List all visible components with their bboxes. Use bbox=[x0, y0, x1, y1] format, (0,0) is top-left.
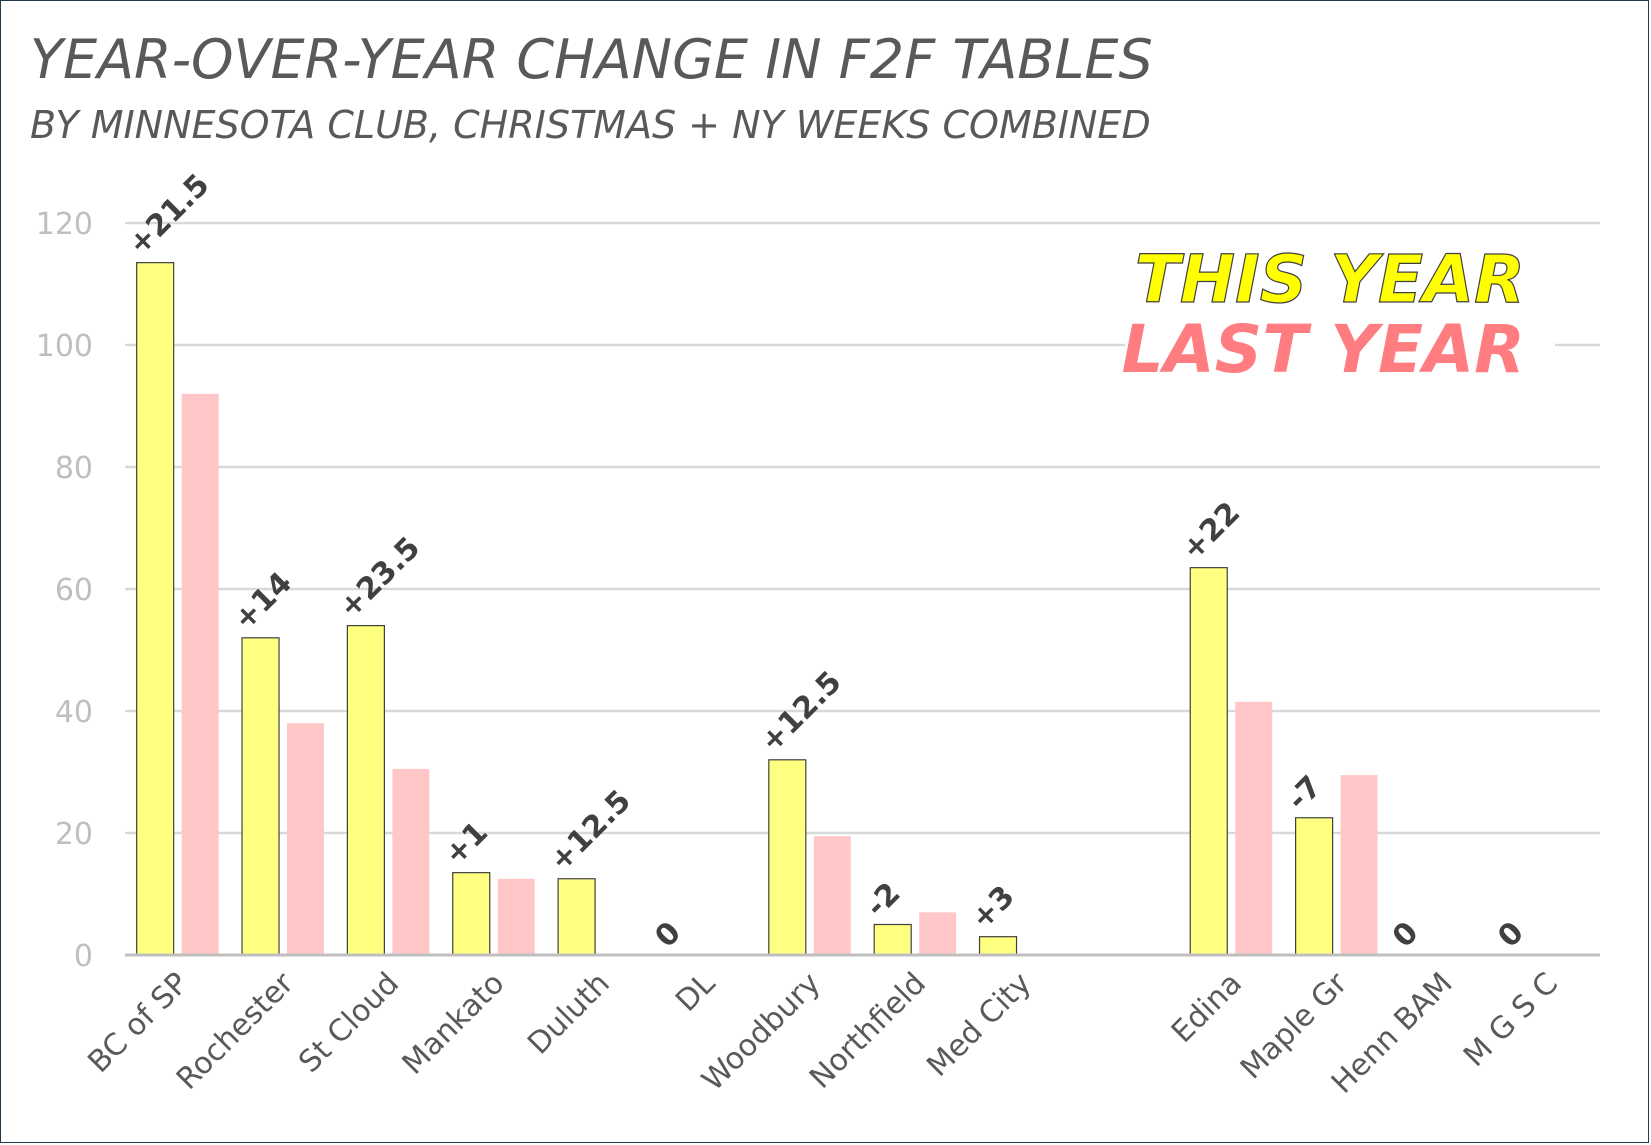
y-tick-label: 60 bbox=[55, 573, 93, 608]
y-tick-label: 100 bbox=[36, 329, 93, 364]
y-tick-label: 0 bbox=[74, 939, 93, 974]
category-label: Northfield bbox=[803, 966, 933, 1096]
y-tick-label: 40 bbox=[55, 695, 93, 730]
last-year-bar bbox=[181, 393, 219, 955]
last-year-bar bbox=[813, 836, 851, 955]
this-year-bar bbox=[1189, 567, 1228, 956]
change-label: +12.5 bbox=[543, 784, 638, 879]
this-year-bar bbox=[873, 923, 912, 956]
y-tick-label: 120 bbox=[36, 207, 93, 242]
last-year-bar bbox=[919, 912, 957, 955]
change-label: 0 bbox=[648, 915, 688, 955]
category-label: Mankato bbox=[396, 966, 512, 1082]
this-year-bar bbox=[768, 759, 807, 956]
legend-last-year: LAST YEAR bbox=[1122, 311, 1525, 388]
y-tick-label: 80 bbox=[55, 451, 93, 486]
this-year-bar bbox=[978, 936, 1018, 956]
last-year-bar bbox=[287, 723, 325, 955]
change-label: +3 bbox=[964, 879, 1021, 936]
this-year-bar bbox=[346, 624, 385, 956]
chart-subtitle: BY MINNESOTA CLUB, CHRISTMAS + NY WEEKS … bbox=[30, 103, 1151, 147]
category-label: St Cloud bbox=[292, 966, 406, 1080]
category-label: Edina bbox=[1165, 966, 1249, 1050]
this-year-bar bbox=[452, 872, 491, 956]
legend-background bbox=[1125, 235, 1555, 385]
change-label: +21.5 bbox=[122, 167, 217, 262]
change-label: -7 bbox=[1281, 769, 1329, 817]
this-year-bar bbox=[136, 262, 175, 956]
last-year-bar bbox=[392, 768, 430, 955]
last-year-bar bbox=[1340, 775, 1378, 955]
change-label: 0 bbox=[1491, 915, 1531, 955]
category-label: Duluth bbox=[521, 966, 617, 1062]
category-label: M G S C bbox=[1457, 966, 1565, 1074]
this-year-bar bbox=[557, 878, 596, 956]
change-label: +22 bbox=[1175, 495, 1247, 567]
change-label: -2 bbox=[859, 876, 907, 924]
last-year-bar bbox=[1235, 701, 1273, 955]
this-year-bar bbox=[1295, 817, 1334, 956]
change-label: +1 bbox=[438, 815, 495, 872]
change-label: +14 bbox=[227, 565, 299, 637]
chart-title: YEAR-OVER-YEAR CHANGE IN F2F TABLES bbox=[30, 28, 1153, 91]
change-label: +23.5 bbox=[332, 530, 427, 625]
last-year-bar bbox=[497, 878, 535, 955]
this-year-bar bbox=[241, 637, 280, 956]
category-label: Med City bbox=[920, 966, 1038, 1084]
category-label: DL bbox=[669, 966, 722, 1019]
legend-this-year: THIS YEAR bbox=[1135, 241, 1525, 318]
y-tick-label: 20 bbox=[55, 817, 93, 852]
change-label: 0 bbox=[1386, 915, 1426, 955]
